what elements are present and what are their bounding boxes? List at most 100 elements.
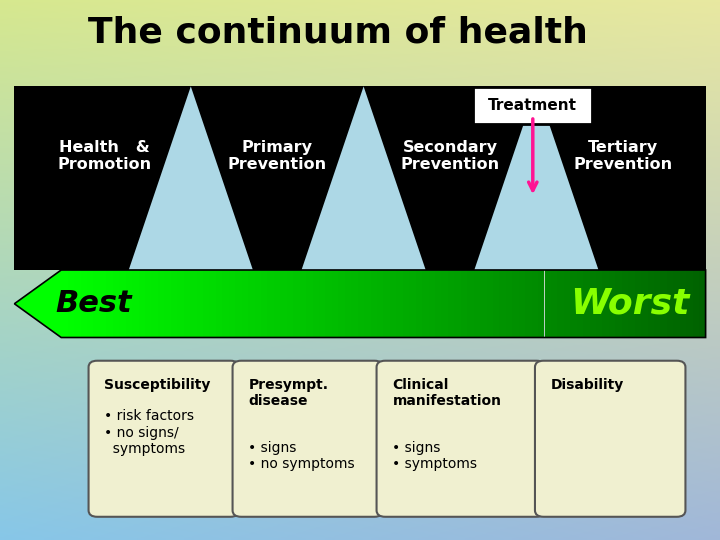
Text: Clinical
manifestation: Clinical manifestation bbox=[392, 378, 501, 408]
Bar bbox=[210, 270, 216, 338]
Bar bbox=[203, 270, 210, 338]
Bar bbox=[544, 270, 551, 338]
Bar bbox=[358, 270, 364, 338]
Bar bbox=[222, 270, 229, 338]
Bar bbox=[409, 270, 415, 338]
Text: Susceptibility: Susceptibility bbox=[104, 378, 211, 392]
Bar bbox=[107, 270, 113, 338]
Bar bbox=[415, 270, 422, 338]
Bar bbox=[525, 270, 531, 338]
Bar bbox=[551, 270, 557, 338]
Bar bbox=[557, 270, 564, 338]
Polygon shape bbox=[302, 86, 426, 270]
Text: Worst: Worst bbox=[570, 287, 690, 321]
Bar bbox=[190, 270, 197, 338]
Bar bbox=[531, 270, 538, 338]
FancyBboxPatch shape bbox=[377, 361, 545, 517]
Bar bbox=[513, 270, 518, 338]
Bar bbox=[345, 270, 351, 338]
Bar bbox=[351, 270, 358, 338]
Bar bbox=[274, 270, 280, 338]
Bar bbox=[229, 270, 235, 338]
Bar bbox=[693, 270, 699, 338]
Bar bbox=[184, 270, 190, 338]
Bar bbox=[235, 270, 242, 338]
Text: Health   &
Promotion: Health & Promotion bbox=[58, 140, 151, 172]
Bar bbox=[487, 270, 493, 338]
Bar bbox=[493, 270, 500, 338]
Bar bbox=[622, 270, 629, 338]
Bar bbox=[435, 270, 441, 338]
Bar bbox=[616, 270, 622, 338]
Bar bbox=[87, 270, 94, 338]
Bar bbox=[81, 270, 87, 338]
Bar bbox=[312, 270, 319, 338]
Bar bbox=[100, 270, 107, 338]
Bar bbox=[654, 270, 660, 338]
Polygon shape bbox=[474, 86, 598, 270]
FancyBboxPatch shape bbox=[474, 87, 593, 124]
Bar bbox=[448, 270, 454, 338]
Bar bbox=[68, 270, 74, 338]
Bar bbox=[383, 270, 390, 338]
Bar bbox=[126, 270, 132, 338]
Bar bbox=[14, 86, 706, 270]
Bar bbox=[132, 270, 138, 338]
Bar bbox=[261, 270, 267, 338]
Bar bbox=[518, 270, 525, 338]
Bar bbox=[564, 270, 570, 338]
Bar bbox=[647, 270, 654, 338]
Bar bbox=[673, 270, 680, 338]
Bar bbox=[474, 270, 480, 338]
Bar bbox=[667, 270, 673, 338]
Bar bbox=[686, 270, 693, 338]
Bar bbox=[74, 270, 81, 338]
Bar bbox=[680, 270, 686, 338]
Bar bbox=[94, 270, 100, 338]
Bar bbox=[629, 270, 635, 338]
Bar bbox=[216, 270, 222, 338]
Bar bbox=[306, 270, 312, 338]
Bar bbox=[699, 270, 706, 338]
Polygon shape bbox=[14, 270, 61, 338]
Bar bbox=[538, 270, 544, 338]
Bar bbox=[61, 270, 68, 338]
Text: The continuum of health: The continuum of health bbox=[89, 16, 588, 49]
FancyBboxPatch shape bbox=[535, 361, 685, 517]
Bar bbox=[280, 270, 287, 338]
Bar bbox=[660, 270, 667, 338]
Text: Disability: Disability bbox=[551, 378, 624, 392]
Bar bbox=[255, 270, 261, 338]
Bar bbox=[596, 270, 603, 338]
Bar bbox=[325, 270, 332, 338]
Bar bbox=[242, 270, 248, 338]
Bar bbox=[319, 270, 325, 338]
Bar bbox=[338, 270, 345, 338]
Bar bbox=[603, 270, 609, 338]
Text: • risk factors
• no signs/
  symptoms: • risk factors • no signs/ symptoms bbox=[104, 409, 194, 456]
Bar bbox=[138, 270, 145, 338]
Bar bbox=[641, 270, 647, 338]
Text: Primary
Prevention: Primary Prevention bbox=[228, 140, 327, 172]
Bar bbox=[635, 270, 641, 338]
Bar bbox=[120, 270, 126, 338]
Bar bbox=[454, 270, 461, 338]
Bar bbox=[287, 270, 293, 338]
Bar bbox=[248, 270, 255, 338]
Text: Secondary
Prevention: Secondary Prevention bbox=[400, 140, 500, 172]
Bar bbox=[500, 270, 506, 338]
Text: • signs
• symptoms: • signs • symptoms bbox=[392, 441, 477, 471]
FancyBboxPatch shape bbox=[89, 361, 239, 517]
Bar bbox=[197, 270, 203, 338]
Bar bbox=[396, 270, 402, 338]
Bar bbox=[113, 270, 120, 338]
Bar bbox=[145, 270, 151, 338]
Bar bbox=[377, 270, 383, 338]
FancyBboxPatch shape bbox=[233, 361, 383, 517]
Bar bbox=[461, 270, 467, 338]
Bar bbox=[609, 270, 616, 338]
Bar bbox=[422, 270, 428, 338]
Bar bbox=[300, 270, 306, 338]
Bar bbox=[480, 270, 487, 338]
Bar bbox=[171, 270, 177, 338]
